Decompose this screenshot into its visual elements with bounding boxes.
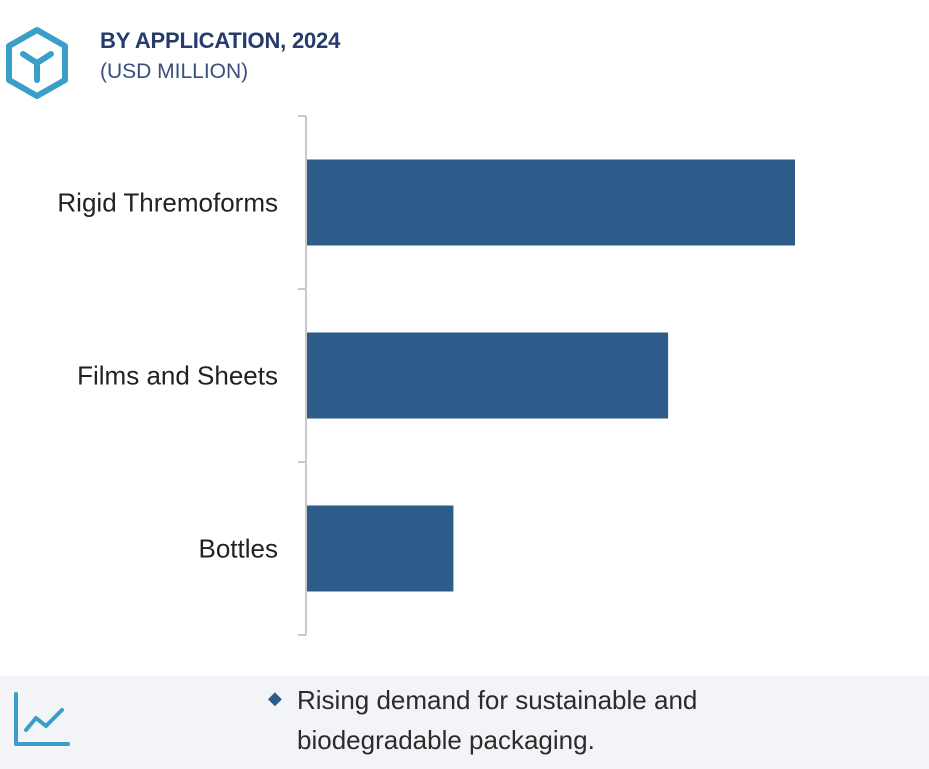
insight-panel: ◆ Rising demand for sustainable and biod… [0, 676, 929, 769]
chart-title: BY APPLICATION, 2024 [100, 28, 341, 53]
category-label-2: Bottles [199, 534, 279, 564]
bar-0 [307, 159, 795, 246]
category-labels: Rigid Thremoforms Films and Sheets Bottles [57, 188, 278, 564]
trend-line-icon [14, 692, 70, 746]
diamond-bullet-icon: ◆ [268, 688, 282, 708]
bars-layer [307, 159, 795, 592]
y-axis [298, 115, 307, 636]
cube-hexagon-icon [6, 27, 68, 99]
category-label-1: Films and Sheets [77, 361, 278, 391]
bar-chart: Rigid Thremoforms Films and Sheets Bottles [57, 115, 795, 636]
insight-text: Rising demand for sustainable and biodeg… [297, 685, 698, 755]
category-label-0: Rigid Thremoforms [57, 188, 278, 218]
bar-2 [307, 505, 454, 592]
chart-subtitle: (USD MILLION) [100, 60, 249, 83]
bar-1 [307, 332, 669, 419]
